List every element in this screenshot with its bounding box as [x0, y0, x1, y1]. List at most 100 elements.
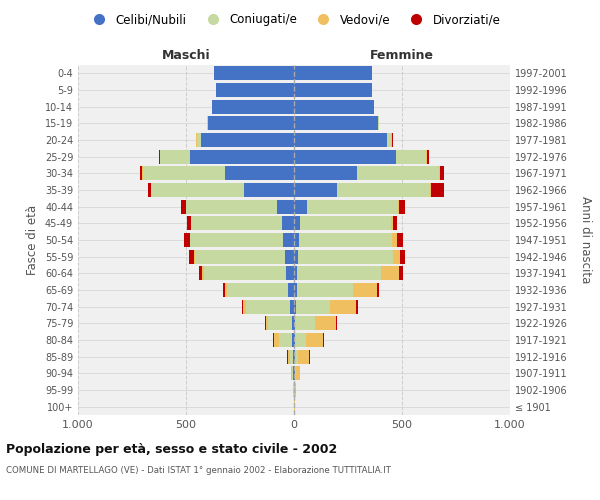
Bar [314, 316, 336, 330]
Bar [337, 183, 430, 197]
Bar [395, 150, 426, 164]
Bar [290, 300, 294, 314]
Bar [356, 300, 358, 314]
Bar [296, 366, 300, 380]
Bar [296, 300, 330, 314]
Y-axis label: Fasce di età: Fasce di età [26, 205, 39, 275]
Bar [440, 166, 444, 180]
Bar [400, 250, 405, 264]
Bar [297, 283, 353, 297]
Bar [286, 250, 294, 264]
Bar [293, 350, 294, 364]
Bar [298, 250, 394, 264]
Bar [399, 200, 405, 214]
Bar [189, 250, 194, 264]
Bar [225, 283, 227, 297]
Bar [191, 216, 282, 230]
Bar [294, 183, 337, 197]
Bar [286, 266, 294, 280]
Legend: Celibi/Nubili, Coniugati/e, Vedovi/e, Divorziati/e: Celibi/Nubili, Coniugati/e, Vedovi/e, Di… [83, 8, 505, 31]
Bar [197, 133, 201, 147]
Bar [243, 300, 247, 314]
Bar [294, 266, 297, 280]
Bar [283, 233, 294, 247]
Bar [202, 266, 205, 280]
Bar [158, 150, 160, 164]
Bar [399, 266, 403, 280]
Text: Femmine: Femmine [370, 48, 434, 62]
Bar [298, 350, 309, 364]
Bar [292, 366, 293, 380]
Bar [295, 316, 314, 330]
Bar [190, 150, 294, 164]
Bar [140, 166, 142, 180]
Bar [294, 316, 295, 330]
Bar [336, 316, 337, 330]
Bar [227, 283, 287, 297]
Bar [160, 150, 190, 164]
Bar [187, 216, 191, 230]
Bar [244, 183, 294, 197]
Bar [265, 316, 266, 330]
Bar [143, 166, 225, 180]
Text: COMUNE DI MARTELLAGO (VE) - Dati ISTAT 1° gennaio 2002 - Elaborazione TUTTITALIA: COMUNE DI MARTELLAGO (VE) - Dati ISTAT 1… [6, 466, 391, 475]
Bar [287, 283, 294, 297]
Bar [431, 183, 444, 197]
Bar [356, 166, 439, 180]
Bar [214, 66, 294, 80]
Bar [181, 200, 185, 214]
Bar [306, 333, 323, 347]
Bar [392, 233, 397, 247]
Bar [426, 150, 427, 164]
Bar [247, 300, 290, 314]
Bar [268, 316, 292, 330]
Bar [297, 266, 382, 280]
Bar [295, 350, 298, 364]
Bar [294, 150, 395, 164]
Bar [427, 150, 429, 164]
Bar [242, 300, 243, 314]
Bar [387, 133, 391, 147]
Bar [295, 366, 296, 380]
Bar [299, 233, 392, 247]
Bar [280, 333, 292, 347]
Bar [290, 350, 293, 364]
Bar [208, 116, 294, 130]
Bar [294, 333, 295, 347]
Bar [294, 283, 297, 297]
Bar [439, 166, 440, 180]
Bar [377, 283, 379, 297]
Bar [382, 266, 399, 280]
Bar [294, 200, 307, 214]
Bar [294, 133, 387, 147]
Bar [295, 333, 306, 347]
Bar [294, 116, 378, 130]
Bar [294, 300, 296, 314]
Bar [199, 266, 202, 280]
Bar [294, 66, 372, 80]
Bar [353, 283, 377, 297]
Bar [151, 183, 244, 197]
Bar [295, 383, 296, 397]
Bar [294, 366, 295, 380]
Bar [398, 200, 399, 214]
Bar [282, 216, 294, 230]
Bar [394, 250, 400, 264]
Bar [148, 183, 151, 197]
Bar [394, 216, 397, 230]
Bar [397, 233, 403, 247]
Bar [201, 133, 294, 147]
Bar [293, 366, 294, 380]
Bar [294, 100, 374, 114]
Bar [216, 83, 294, 97]
Bar [294, 166, 356, 180]
Bar [223, 283, 225, 297]
Bar [391, 216, 394, 230]
Bar [184, 233, 190, 247]
Bar [430, 183, 431, 197]
Bar [294, 250, 298, 264]
Bar [205, 266, 286, 280]
Text: Popolazione per età, sesso e stato civile - 2002: Popolazione per età, sesso e stato civil… [6, 442, 337, 456]
Bar [330, 300, 356, 314]
Bar [190, 233, 283, 247]
